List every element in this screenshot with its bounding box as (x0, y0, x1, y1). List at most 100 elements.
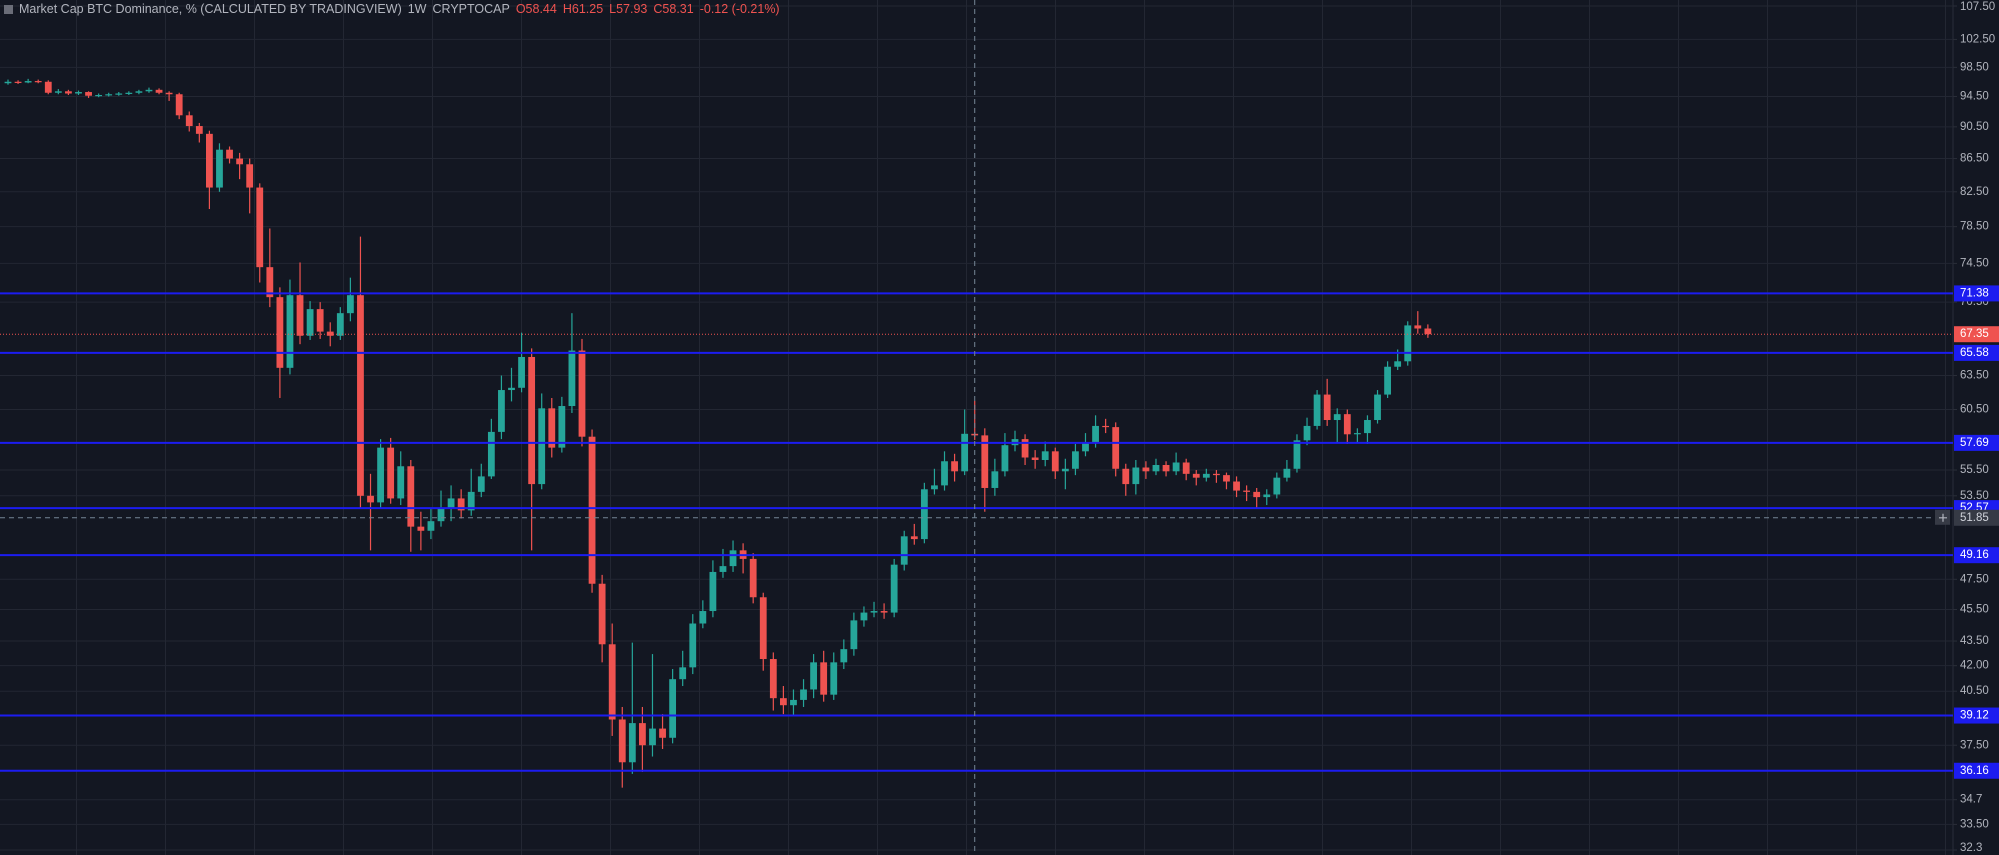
candle-body (608, 644, 616, 720)
level-label: 65.58 (1960, 347, 1989, 359)
candle-body (508, 387, 515, 391)
candle-body (1233, 481, 1240, 491)
candle-body (729, 550, 737, 567)
candle-body (427, 521, 435, 531)
candle-body (95, 94, 103, 97)
y-tick-label: 98.50 (1960, 61, 1989, 73)
candle-body (769, 659, 777, 699)
candle-body (749, 558, 757, 598)
candle-body (699, 611, 707, 624)
level-label: 36.16 (1960, 765, 1989, 777)
candle-body (175, 94, 183, 116)
y-tick-label: 107.50 (1960, 1, 1995, 13)
candle-body (1102, 425, 1110, 428)
candle-body (1273, 477, 1281, 495)
candle-body (226, 149, 233, 159)
candle-body (75, 92, 82, 94)
grid-layer (0, 5, 1953, 851)
candle-body (1082, 442, 1089, 452)
candle-body (367, 495, 374, 503)
candle-body (1142, 467, 1150, 472)
candle-body (931, 485, 938, 490)
candle-body (1323, 394, 1331, 421)
candle-body (779, 698, 787, 706)
candle-body (85, 92, 92, 96)
y-tick-label: 94.50 (1960, 91, 1989, 103)
ohlc-low: L57.93 (609, 2, 648, 16)
candle-body (1343, 414, 1351, 435)
candle-body (1223, 475, 1230, 482)
level-label-bg (1954, 434, 1999, 451)
candle-body (588, 436, 596, 584)
candle-body (1152, 465, 1160, 472)
y-tick-label: 63.50 (1960, 370, 1989, 382)
candle-body (598, 583, 606, 645)
level-label: 71.38 (1960, 287, 1989, 299)
y-tick-label: 78.50 (1960, 221, 1989, 233)
level-label-bg (1954, 762, 1999, 779)
candle-body (1122, 468, 1130, 485)
candle-body (467, 491, 475, 511)
y-tick-label: 32.3 (1960, 842, 1982, 854)
y-tick-label: 42.00 (1960, 660, 1989, 672)
ohlc-close: C58.31 (653, 2, 694, 16)
candle-body (568, 350, 576, 407)
candle-body (1424, 328, 1432, 335)
y-tick-label: 82.50 (1960, 186, 1989, 198)
candle-body (1041, 451, 1049, 460)
candle-body (759, 597, 767, 660)
level-label-bg (1954, 707, 1999, 724)
crosshair-plus (1939, 513, 1947, 522)
candle-body (578, 350, 586, 437)
candle-body (477, 476, 485, 492)
candle-body (1112, 427, 1120, 469)
crosshair-label: 51.85 (1960, 512, 1989, 524)
candle-body (1404, 325, 1412, 362)
candle-body (941, 461, 948, 486)
candle-body (961, 433, 969, 472)
chart-header: Market Cap BTC Dominance, % (CALCULATED … (4, 2, 780, 16)
interval[interactable]: 1W (407, 2, 427, 16)
candle-body (44, 81, 52, 93)
candle-body (1162, 465, 1170, 472)
candle-body (951, 461, 958, 472)
symbol-icon (4, 4, 13, 14)
candle-body (34, 81, 42, 83)
time-grid (0, 0, 1953, 855)
candle-body (236, 158, 244, 165)
candle-body (286, 295, 294, 368)
candle-body (216, 149, 223, 188)
candle-body (457, 498, 465, 511)
candle-body (860, 612, 868, 621)
axis-labels: 107.50 102.50 98.50 94.50 90.50 86.50 82.50 78.… (1953, 1, 1999, 854)
candle-body (1263, 494, 1271, 498)
candle-body (105, 94, 113, 96)
candle-body (1182, 462, 1190, 474)
y-tick-label: 60.50 (1960, 404, 1989, 416)
level-label-bg (1954, 547, 1999, 564)
candle-body (195, 126, 203, 134)
candle-body (679, 667, 687, 680)
candle-body (54, 91, 62, 93)
candle-body (870, 611, 878, 613)
candle-body (1001, 445, 1009, 472)
candle-body (1333, 414, 1341, 421)
y-tick-label: 40.50 (1960, 685, 1989, 697)
exchange[interactable]: CRYPTOCAP (432, 2, 510, 16)
candle-body (1213, 473, 1220, 476)
y-tick-label: 74.50 (1960, 257, 1989, 269)
candle-body (145, 89, 153, 92)
candle-body (1394, 361, 1402, 367)
candle-body (1051, 451, 1059, 472)
y-tick-label: 86.50 (1960, 153, 1989, 165)
y-tick-label: 37.50 (1960, 739, 1989, 751)
candle-body (135, 91, 143, 93)
y-tick-label: 55.50 (1960, 464, 1989, 476)
candle-body (397, 466, 405, 499)
candle-body (206, 133, 213, 188)
candle-body (548, 408, 556, 448)
candle-body (1414, 325, 1422, 329)
candle-body (1021, 439, 1029, 458)
y-tick-label: 33.50 (1960, 818, 1989, 830)
candle-body (639, 723, 646, 746)
